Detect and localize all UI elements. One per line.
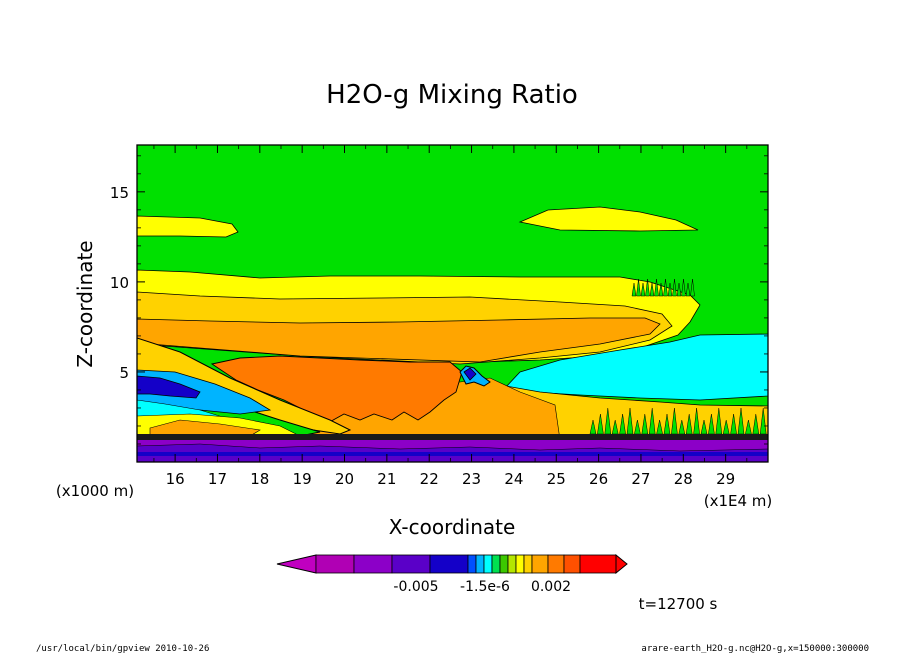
x-tick-label: 17	[208, 470, 227, 488]
colorbar-tick-label-2: -1.5e-6	[460, 579, 510, 595]
x-tick-label: 26	[589, 470, 608, 488]
right-streaks	[589, 278, 767, 435]
x-axis-ticks: 16 17 18 19 20 21 22 23 24 25 26 27 28 29	[153, 145, 748, 488]
colorbar-segment	[391, 554, 431, 574]
x-tick-label: 27	[631, 470, 650, 488]
region-left-blue	[137, 375, 201, 399]
y-scale-note: (x1000 m)	[56, 482, 134, 500]
colorbar-segment	[523, 554, 533, 574]
streak-upper	[640, 282, 646, 297]
region-upper-yellow-right	[518, 206, 699, 232]
x-tick-label: 18	[250, 470, 269, 488]
footer-left: /usr/local/bin/gpview 2010-10-26	[36, 644, 209, 654]
chart-title: H2O-g Mixing Ratio	[326, 80, 578, 110]
x-tick-label: 28	[674, 470, 693, 488]
colorbar-segment	[475, 554, 485, 574]
y-tick-label: 5	[119, 364, 129, 382]
streak-upper	[636, 278, 641, 297]
x-tick-label: 23	[462, 470, 481, 488]
streak-upper	[667, 282, 673, 297]
colorbar-segment	[531, 554, 549, 574]
streak-upper	[654, 278, 659, 297]
colorbar-segment	[315, 554, 355, 574]
colorbar	[276, 553, 628, 575]
x-tick-label: 19	[293, 470, 312, 488]
plot-frame	[136, 144, 769, 463]
x-tick-label: 29	[716, 470, 735, 488]
colorbar-segment	[429, 554, 469, 574]
x-tick-label: 16	[166, 470, 185, 488]
colorbar-segment	[467, 554, 477, 574]
y-tick-label: 10	[110, 274, 129, 292]
x-tick-label: 22	[420, 470, 439, 488]
x-tick-label: 20	[335, 470, 354, 488]
y-axis-label: Z-coordinate	[73, 240, 97, 367]
colorbar-segment	[483, 554, 493, 574]
colorbar-segment	[515, 554, 525, 574]
time-label: t=12700 s	[639, 595, 718, 613]
colorbar-segment	[491, 554, 501, 574]
streak-upper	[672, 278, 677, 297]
x-tick-label: 24	[504, 470, 523, 488]
colorbar-segment	[353, 554, 393, 574]
streak-upper	[676, 282, 682, 297]
colorbar-arrow-left	[276, 554, 317, 574]
streak-upper	[658, 282, 664, 297]
streak-upper	[649, 282, 655, 297]
region-surface-blue	[137, 452, 768, 456]
streak-upper	[685, 282, 691, 297]
colorbar-segment	[499, 554, 509, 574]
colorbar-tick-label-1: -0.005	[393, 579, 438, 595]
x-tick-label: 25	[547, 470, 566, 488]
streak-upper	[681, 278, 686, 297]
streak-upper	[631, 282, 637, 297]
streak-upper	[645, 278, 650, 297]
y-tick-label: 15	[110, 184, 129, 202]
region-surface-band	[137, 434, 768, 440]
colorbar-segment	[507, 554, 517, 574]
colorbar-segment	[579, 554, 617, 574]
y-axis-ticks: 5 10 15	[110, 155, 768, 445]
streak-upper	[690, 278, 695, 297]
plot-area	[137, 145, 768, 462]
colorbar-arrow-right	[615, 553, 628, 575]
footer-right: arare-earth_H2O-g.nc@H2O-g,x=150000:3000…	[641, 644, 869, 654]
region-anvil-orange	[137, 317, 661, 363]
x-axis-label: X-coordinate	[389, 515, 516, 539]
colorbar-segment	[563, 554, 581, 574]
colorbar-segment	[547, 554, 565, 574]
region-upper-yellow-left	[137, 215, 239, 238]
streak-upper	[663, 278, 668, 297]
x-tick-label: 21	[377, 470, 396, 488]
x-scale-note: (x1E4 m)	[704, 492, 773, 510]
region-convective-core-inner	[463, 367, 477, 381]
colorbar-tick-label-3: 0.002	[531, 579, 571, 595]
